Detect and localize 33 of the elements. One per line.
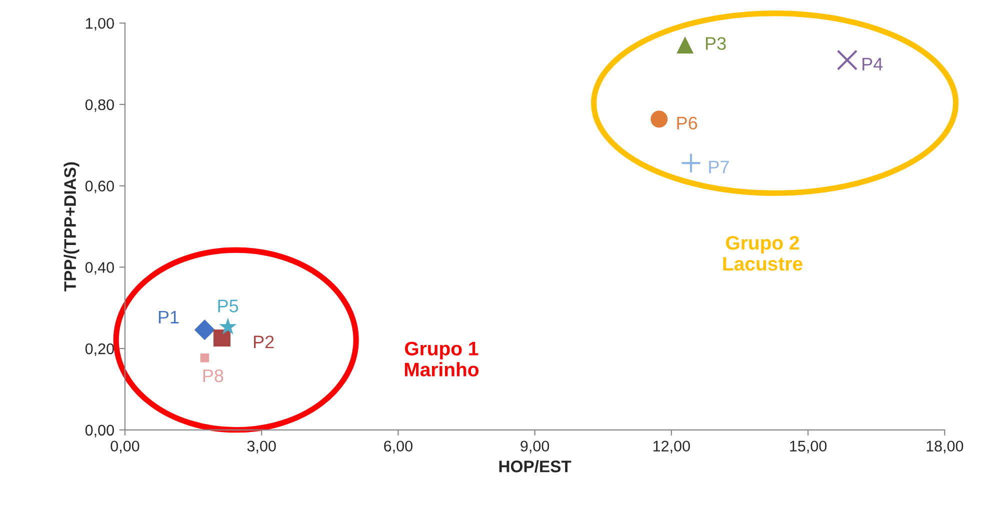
- x-axis-title: HOP/EST: [499, 460, 572, 473]
- y-tick-label: 1,00: [86, 18, 114, 31]
- series-label: P3: [706, 37, 726, 50]
- series-label: P6: [677, 116, 698, 130]
- series-label: P7: [709, 160, 729, 174]
- x-tick-label: 0,00: [110, 440, 140, 454]
- y-tick-label: 0,60: [85, 180, 114, 194]
- point: [213, 329, 230, 346]
- point: [219, 318, 237, 335]
- annotation: Grupo 2 Lacustre: [723, 236, 802, 271]
- point: [650, 110, 668, 128]
- point: [680, 152, 702, 174]
- point: [200, 353, 210, 362]
- x-tick-label: 6,00: [384, 440, 412, 454]
- series-label: P4: [862, 58, 883, 70]
- series-label: P8: [203, 369, 224, 382]
- series-label: P2: [254, 336, 274, 348]
- point: [836, 50, 858, 70]
- annotation: Grupo 1 Marinho: [404, 342, 478, 376]
- x-tick-label: 15,00: [790, 440, 827, 454]
- y-tick-label: 0,00: [85, 424, 114, 438]
- y-tick-label: 0,40: [85, 262, 114, 275]
- y-tick-label: 0,80: [85, 99, 114, 112]
- series-label: P5: [218, 300, 238, 312]
- y-axis-title: TPP/(TPP+DIAS): [64, 162, 80, 292]
- x-tick-label: 12,00: [653, 440, 690, 454]
- point: [194, 320, 215, 340]
- y-tick-label: 0,20: [85, 343, 114, 356]
- x-tick-label: 18,00: [926, 440, 964, 454]
- point: [676, 36, 694, 54]
- series-label: P1: [158, 310, 179, 324]
- x-tick-label: 3,00: [247, 440, 276, 454]
- x-tick-label: 9,00: [520, 440, 550, 454]
